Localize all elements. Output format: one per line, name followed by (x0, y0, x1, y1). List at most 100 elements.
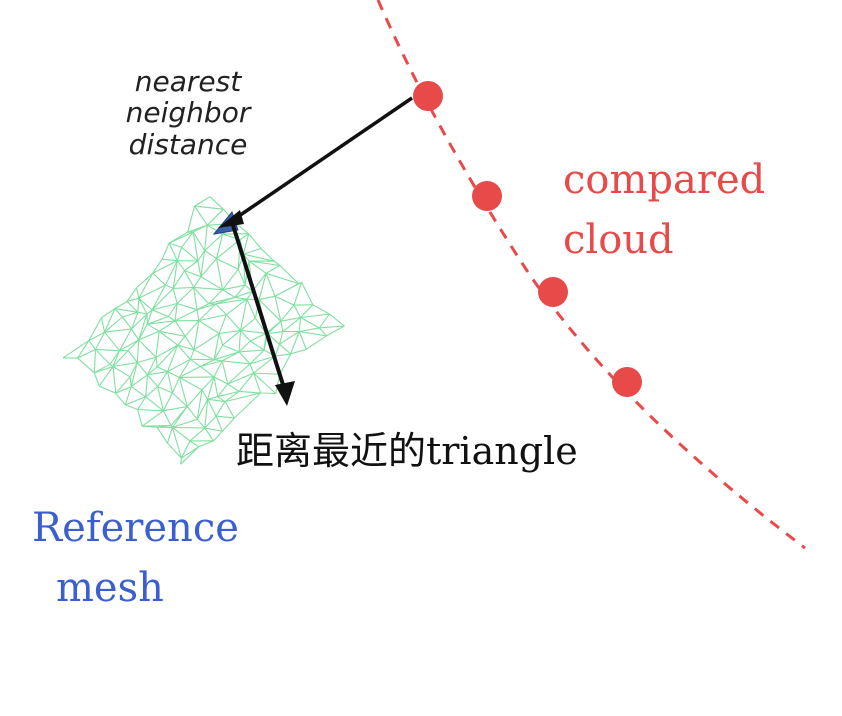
label-line: nearest (108, 66, 268, 97)
mesh-edge (205, 416, 216, 428)
mesh-edge (99, 386, 116, 393)
mesh-edge (138, 298, 139, 312)
mesh-edge (226, 315, 240, 331)
mesh-edge (194, 287, 223, 289)
mesh-edge (291, 349, 307, 354)
mesh-edge (138, 410, 164, 411)
mesh-edge (137, 340, 138, 363)
mesh-edge (185, 261, 198, 271)
mesh-edge (239, 330, 240, 352)
mesh-edge (157, 345, 178, 367)
mesh-edge (168, 345, 178, 372)
mesh-edge (162, 259, 177, 261)
mesh-edge (182, 247, 198, 261)
mesh-edge (202, 390, 208, 399)
mesh-edge (195, 206, 208, 225)
mesh-edge (222, 361, 228, 384)
mesh-edge (165, 285, 173, 288)
mesh-edge (113, 367, 116, 394)
mesh-edge (138, 410, 142, 427)
mesh-edge (216, 402, 225, 417)
mesh-edge (223, 345, 239, 352)
mesh-edge (223, 290, 235, 298)
mesh-edge (177, 247, 181, 260)
mesh-edge (187, 407, 197, 420)
mesh-edge (163, 411, 171, 426)
mesh-edge (241, 330, 267, 333)
mesh-edge (157, 367, 167, 372)
mesh-edge (179, 377, 187, 406)
mesh-edge (208, 397, 218, 400)
mesh-edge (217, 259, 239, 270)
mesh-edge (250, 364, 254, 373)
mesh-edge (137, 363, 147, 375)
mesh-edge (299, 332, 326, 336)
mesh-edge (115, 302, 127, 309)
mesh-edge (139, 340, 156, 357)
mesh-edge (210, 197, 224, 210)
mesh-edge (153, 273, 166, 285)
label-line: mesh (32, 558, 239, 618)
mesh-edge (122, 317, 131, 329)
mesh-edge (168, 427, 173, 443)
mesh-edge (168, 317, 175, 321)
mesh-edge (266, 266, 280, 274)
mesh-edge (247, 299, 256, 318)
mesh-edge (89, 341, 96, 350)
mesh-edge (158, 387, 173, 393)
mesh-edge (110, 364, 113, 366)
mesh-edge (172, 427, 190, 441)
mesh-edge (301, 318, 320, 328)
mesh-edge (105, 332, 120, 351)
mesh-edge (222, 418, 234, 431)
mesh-edge (122, 312, 137, 317)
mesh-edge (280, 354, 291, 374)
mesh-edge (156, 357, 157, 367)
reference-mesh (63, 197, 344, 465)
mesh-edge (63, 341, 89, 358)
mesh-edge (132, 329, 139, 340)
mesh-edge (152, 310, 168, 317)
mesh-edge (199, 321, 219, 334)
label-line: cloud (563, 210, 765, 270)
mesh-edge (241, 330, 251, 341)
mesh-edge (199, 441, 214, 447)
mesh-edge (116, 393, 126, 405)
mesh-edge (225, 402, 234, 419)
mesh-edge (190, 428, 205, 441)
mesh-edge (195, 206, 224, 209)
mesh-edge (148, 357, 157, 375)
mesh-edge (96, 349, 110, 364)
mesh-edge (96, 349, 120, 350)
mesh-edge (239, 341, 250, 352)
mesh-edge (168, 372, 180, 378)
mesh-edge (198, 261, 201, 277)
mesh-edge (330, 314, 345, 326)
mesh-edge (142, 411, 163, 426)
mesh-edge (254, 356, 276, 373)
mesh-edge (146, 375, 148, 397)
mesh-edge (299, 318, 300, 332)
mesh-edge (190, 441, 199, 447)
mesh-edge (139, 298, 152, 310)
mesh-edge (179, 377, 214, 378)
mesh-edge (216, 304, 227, 315)
mesh-edge (156, 345, 178, 357)
mesh-edge (235, 297, 247, 299)
mesh-edge (239, 391, 261, 393)
mesh-edge (175, 321, 185, 337)
mesh-edge (162, 243, 169, 259)
mesh-edge (194, 334, 219, 350)
mesh-edge (301, 305, 313, 318)
mesh-edge (113, 367, 130, 377)
mesh-edge (102, 318, 105, 332)
mesh-edge (200, 361, 222, 367)
mesh-edge (137, 357, 156, 362)
mesh-edge (137, 273, 153, 288)
mesh-edge (266, 273, 275, 296)
mesh-edge (195, 197, 210, 206)
mesh-edge (173, 287, 194, 288)
reference-mesh-label: Reference mesh (32, 498, 239, 618)
mesh-edge (190, 359, 200, 366)
mesh-edge (301, 314, 330, 317)
